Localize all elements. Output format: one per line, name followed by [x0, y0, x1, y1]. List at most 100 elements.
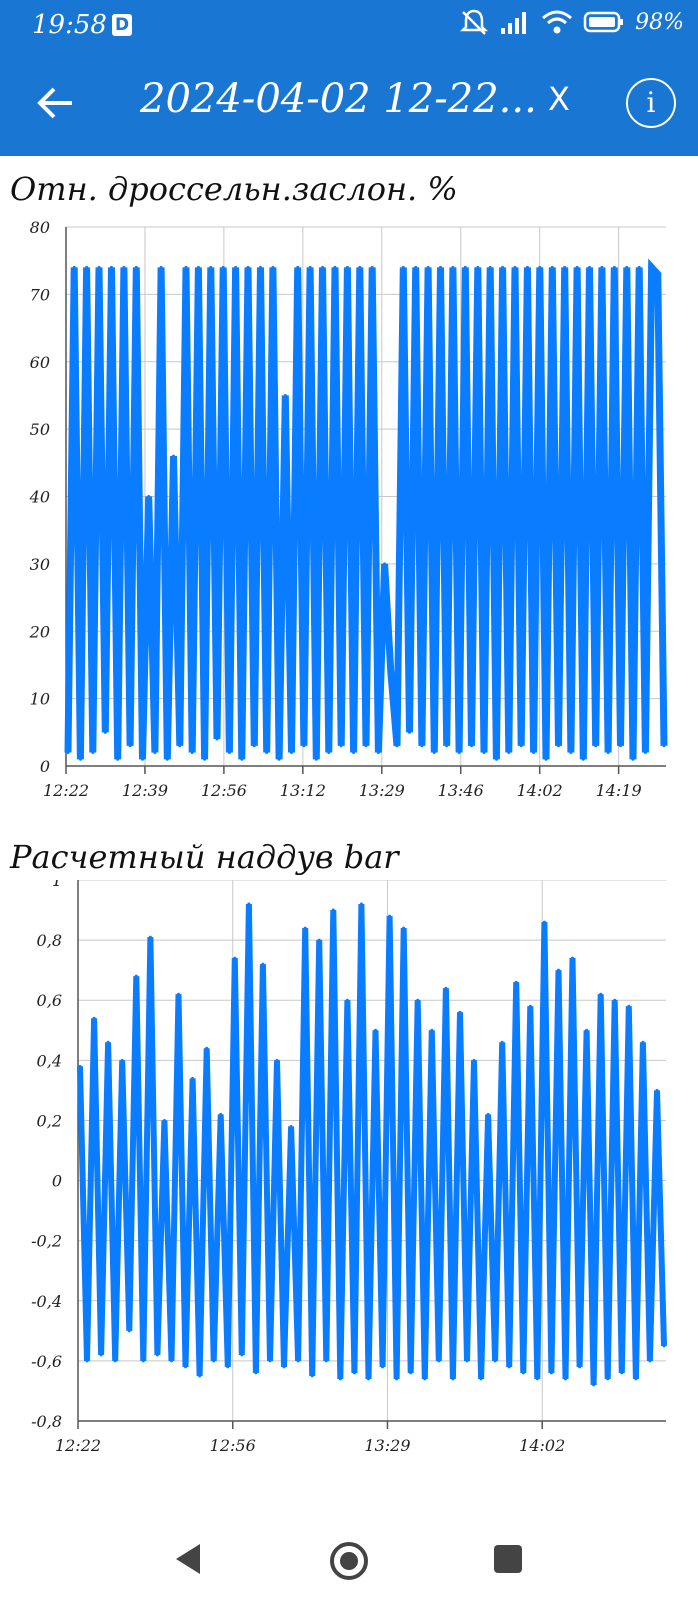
data-point [631, 757, 635, 761]
data-point [327, 751, 331, 755]
x-tick-label: 14:02 [519, 1436, 565, 1455]
data-point [550, 265, 554, 269]
y-tick-label: 0,2 [37, 1111, 62, 1130]
data-point [254, 1371, 258, 1375]
data-point [501, 265, 505, 269]
data-point [165, 757, 169, 761]
x-tick-label: 13:29 [364, 1436, 410, 1455]
data-point [127, 1329, 131, 1333]
x-tick-label: 12:56 [210, 1436, 256, 1455]
data-point [563, 1377, 567, 1381]
data-point [99, 1353, 103, 1357]
data-point [122, 265, 126, 269]
data-point [120, 1058, 124, 1062]
signal-icon [501, 12, 527, 34]
data-point [103, 730, 107, 734]
close-button[interactable]: X [548, 80, 570, 118]
data-point [581, 757, 585, 761]
y-tick-label: 1 [52, 880, 62, 890]
data-point [358, 265, 362, 269]
data-point [116, 757, 120, 761]
data-point [620, 1371, 624, 1375]
data-point [339, 744, 343, 748]
data-point [310, 1374, 314, 1378]
y-tick-label: 40 [29, 488, 50, 507]
y-tick-label: 0 [52, 1172, 62, 1191]
data-point [376, 751, 380, 755]
data-point [97, 265, 101, 269]
data-point [585, 1028, 589, 1032]
data-point [271, 265, 275, 269]
data-point [479, 1377, 483, 1381]
y-tick-label: 0,6 [37, 991, 62, 1010]
throttle-chart: 0 10 20 30 40 50 60 70 80 12:22 12:39 12:56 13:12 13:… [29, 220, 668, 800]
data-point [212, 1359, 216, 1363]
data-point [321, 265, 325, 269]
data-point [619, 744, 623, 748]
data-point [563, 265, 567, 269]
back-arrow-icon[interactable] [36, 78, 76, 128]
data-point [296, 1359, 300, 1363]
data-point [641, 1040, 645, 1044]
data-point [507, 1365, 511, 1369]
status-d-badge: D [112, 14, 132, 36]
data-point [519, 744, 523, 748]
data-point [240, 1353, 244, 1357]
data-point [290, 751, 293, 755]
data-point [569, 751, 573, 755]
data-point [538, 265, 542, 269]
data-point [370, 265, 374, 269]
data-point [432, 751, 436, 755]
data-point [514, 980, 518, 984]
data-point [184, 265, 188, 269]
data-point [359, 902, 363, 906]
data-point [472, 1058, 476, 1062]
y-tick-label: -0,4 [31, 1292, 62, 1311]
data-point [252, 744, 256, 748]
data-point [314, 757, 318, 761]
data-point [147, 495, 151, 498]
data-point [599, 992, 603, 996]
data-point [656, 272, 660, 276]
data-point [134, 974, 138, 978]
data-point [532, 751, 536, 755]
y-tick-label: 0,4 [37, 1051, 62, 1070]
nav-back-icon[interactable] [174, 1542, 204, 1576]
y-tick-label: 10 [30, 690, 50, 709]
data-point [486, 1112, 490, 1116]
data-point [196, 265, 200, 269]
data-point [246, 265, 250, 269]
data-point [383, 562, 387, 566]
y-tick-label: -0,6 [31, 1352, 62, 1371]
data-point [594, 744, 598, 748]
data-point [317, 938, 321, 942]
x-tick-label: 12:56 [201, 781, 247, 800]
data-point [634, 1377, 638, 1381]
chart1-title: Отн. дроссельн.заслон. % [10, 170, 458, 208]
data-point [444, 986, 448, 990]
series-line [77, 903, 667, 1385]
data-point [78, 1064, 82, 1068]
data-point [542, 920, 546, 924]
x-tick-label: 12:22 [43, 781, 89, 800]
nav-recent-icon[interactable] [493, 1544, 523, 1574]
data-point [203, 757, 207, 761]
data-point [148, 935, 152, 939]
chart2-title: Расчетный наддув bar [10, 838, 399, 876]
data-point [191, 1076, 195, 1080]
nav-home-icon[interactable] [328, 1540, 370, 1582]
data-point [324, 1359, 328, 1363]
info-icon[interactable]: i [626, 78, 676, 128]
data-point [177, 992, 181, 996]
y-tick-label: 20 [29, 622, 50, 641]
y-tick-label: 0 [40, 757, 50, 776]
data-point [549, 1371, 553, 1375]
data-point [513, 265, 517, 269]
data-point [627, 1004, 631, 1008]
data-point [92, 1016, 96, 1020]
y-tick-label: 30 [30, 555, 50, 574]
data-point [437, 1359, 441, 1363]
data-point [345, 265, 349, 269]
data-point [423, 1377, 427, 1381]
data-point [494, 757, 498, 761]
